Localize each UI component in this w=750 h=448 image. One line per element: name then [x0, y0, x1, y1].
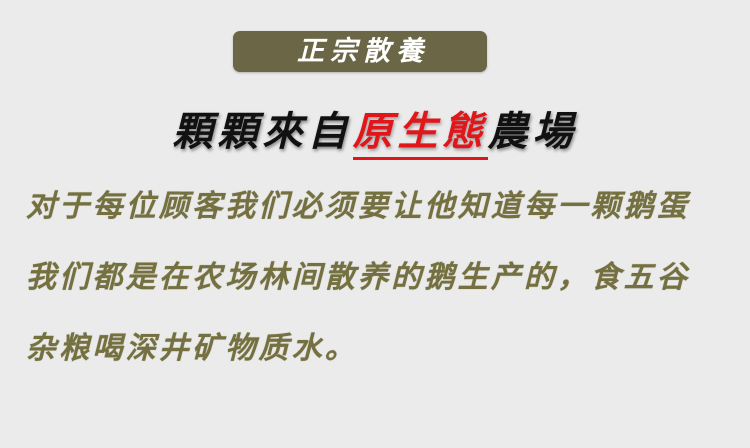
description-text: 对于每位顾客我们必须要让他知道每一颗鹅蛋 我们都是在农场林间散养的鹅生产的，食五…: [26, 189, 736, 402]
description-line-3: 杂粮喝深井矿物质水。: [26, 331, 358, 366]
headline-accent: 原生態: [352, 108, 488, 160]
headline-prefix: 顆顆來自: [172, 108, 353, 155]
headline-suffix: 農場: [487, 108, 578, 155]
headline: 顆顆來自原生態農場: [0, 106, 750, 160]
description-line-1: 对于每位顾客我们必须要让他知道每一颗鹅蛋: [26, 189, 690, 224]
badge-label: 正宗散養: [297, 36, 429, 67]
description-line-2: 我们都是在农场林间散养的鹅生产的，食五谷: [26, 260, 690, 295]
tagline-badge: 正宗散養: [233, 31, 487, 72]
